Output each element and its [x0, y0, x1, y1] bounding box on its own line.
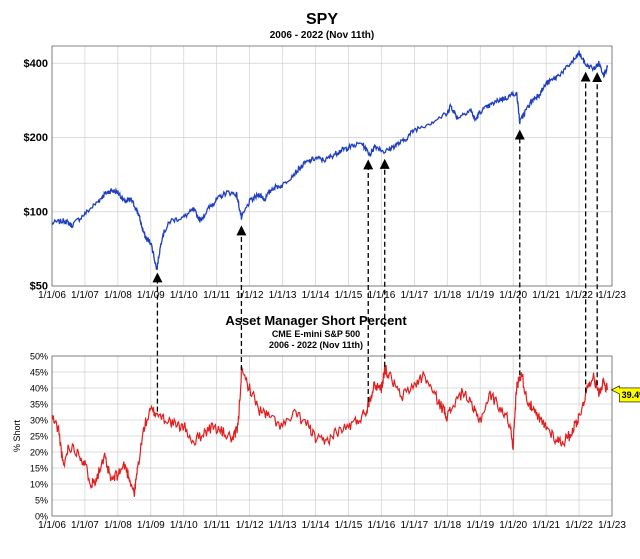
- short-chart-title: Asset Manager Short Percent: [225, 313, 407, 328]
- x-tick-label: 1/1/07: [71, 290, 99, 301]
- peak-arrows: [152, 71, 603, 412]
- x-tick-label: 1/1/18: [433, 520, 461, 531]
- y-tick-label: 50%: [30, 352, 48, 362]
- y-tick-label: 35%: [30, 400, 48, 410]
- x-tick-label: 1/1/19: [466, 290, 494, 301]
- x-tick-label: 1/1/12: [236, 520, 264, 531]
- x-tick-label: 1/1/15: [335, 520, 363, 531]
- latest-value-callout: 39.4%: [610, 385, 640, 403]
- x-tick-label: 1/1/07: [71, 520, 99, 531]
- short-y-axis-label: % Short: [12, 419, 22, 452]
- spy-plot-frame: [51, 45, 613, 287]
- x-tick-label: 1/1/14: [302, 520, 330, 531]
- x-tick-label: 1/1/09: [137, 520, 165, 531]
- callout-label: 39.4%: [622, 390, 640, 400]
- spy-chart-title: SPY: [306, 11, 338, 28]
- short-y-axis: 0% 5% 10% 15% 20% 25% 30% 35% 40% 45% 50%: [30, 352, 48, 522]
- y-tick-label: 30%: [30, 416, 48, 426]
- x-tick-label: 1/1/10: [170, 520, 198, 531]
- y-tick-label: 5%: [35, 496, 48, 506]
- x-tick-label: 1/1/11: [203, 520, 230, 531]
- y-tick-label: 10%: [30, 480, 48, 490]
- x-tick-label: 1/1/10: [170, 290, 198, 301]
- x-tick-label: 1/1/22: [565, 290, 593, 301]
- spy-x-axis: 1/1/06 1/1/07 1/1/08 1/1/09 1/1/10 1/1/11 1/1/…: [38, 290, 626, 301]
- spy-grid: [51, 46, 613, 287]
- x-tick-label: 1/1/19: [466, 520, 494, 531]
- x-tick-label: 1/1/15: [335, 290, 363, 301]
- x-tick-label: 1/1/16: [368, 290, 396, 301]
- y-tick-label: 15%: [30, 464, 48, 474]
- plot-border: [51, 355, 613, 517]
- x-tick-label: 1/1/06: [38, 520, 66, 531]
- spy-chart-subtitle: 2006 - 2022 (Nov 11th): [270, 30, 375, 41]
- x-tick-label: 1/1/20: [499, 290, 527, 301]
- short-chart-subtitle-1: CME E-mini S&P 500: [272, 329, 360, 339]
- short-chart-subtitle-2: 2006 - 2022 (Nov 11th): [269, 340, 363, 350]
- y-tick-label: 0%: [35, 512, 48, 522]
- y-tick-label: $100: [24, 206, 48, 218]
- spy-price-line: [51, 50, 609, 270]
- y-tick-label: $200: [24, 132, 48, 144]
- x-tick-label: 1/1/17: [400, 290, 428, 301]
- x-tick-label: 1/1/08: [104, 290, 132, 301]
- plot-border: [51, 45, 613, 287]
- y-tick-label: 25%: [30, 432, 48, 442]
- x-tick-label: 1/1/08: [104, 520, 132, 531]
- x-tick-label: 1/1/06: [38, 290, 66, 301]
- x-tick-label: 1/1/12: [236, 290, 264, 301]
- y-tick-label: 40%: [30, 384, 48, 394]
- spy-y-axis: $50 $100 $200 $400: [24, 58, 48, 293]
- x-tick-label: 1/1/13: [269, 520, 297, 531]
- x-tick-label: 1/1/21: [532, 520, 560, 531]
- x-tick-label: 1/1/23: [598, 520, 626, 531]
- y-tick-label: $400: [24, 58, 48, 70]
- x-tick-label: 1/1/14: [302, 290, 330, 301]
- x-tick-label: 1/1/13: [269, 290, 297, 301]
- y-tick-label: $50: [30, 281, 48, 293]
- short-percent-line: [51, 365, 608, 497]
- x-tick-label: 1/1/09: [137, 290, 165, 301]
- x-tick-label: 1/1/18: [433, 290, 461, 301]
- x-tick-label: 1/1/22: [565, 520, 593, 531]
- short-plot-frame: [51, 355, 613, 517]
- short-x-axis: 1/1/06 1/1/07 1/1/08 1/1/09 1/1/10 1/1/11 1/1/…: [38, 520, 626, 531]
- x-tick-label: 1/1/23: [598, 290, 626, 301]
- y-tick-label: 45%: [30, 368, 48, 378]
- x-tick-label: 1/1/11: [203, 290, 230, 301]
- x-tick-label: 1/1/17: [400, 520, 428, 531]
- x-tick-label: 1/1/16: [368, 520, 396, 531]
- x-tick-label: 1/1/21: [532, 290, 560, 301]
- x-tick-label: 1/1/20: [499, 520, 527, 531]
- y-tick-label: 20%: [30, 448, 48, 458]
- callout-box: [610, 385, 640, 403]
